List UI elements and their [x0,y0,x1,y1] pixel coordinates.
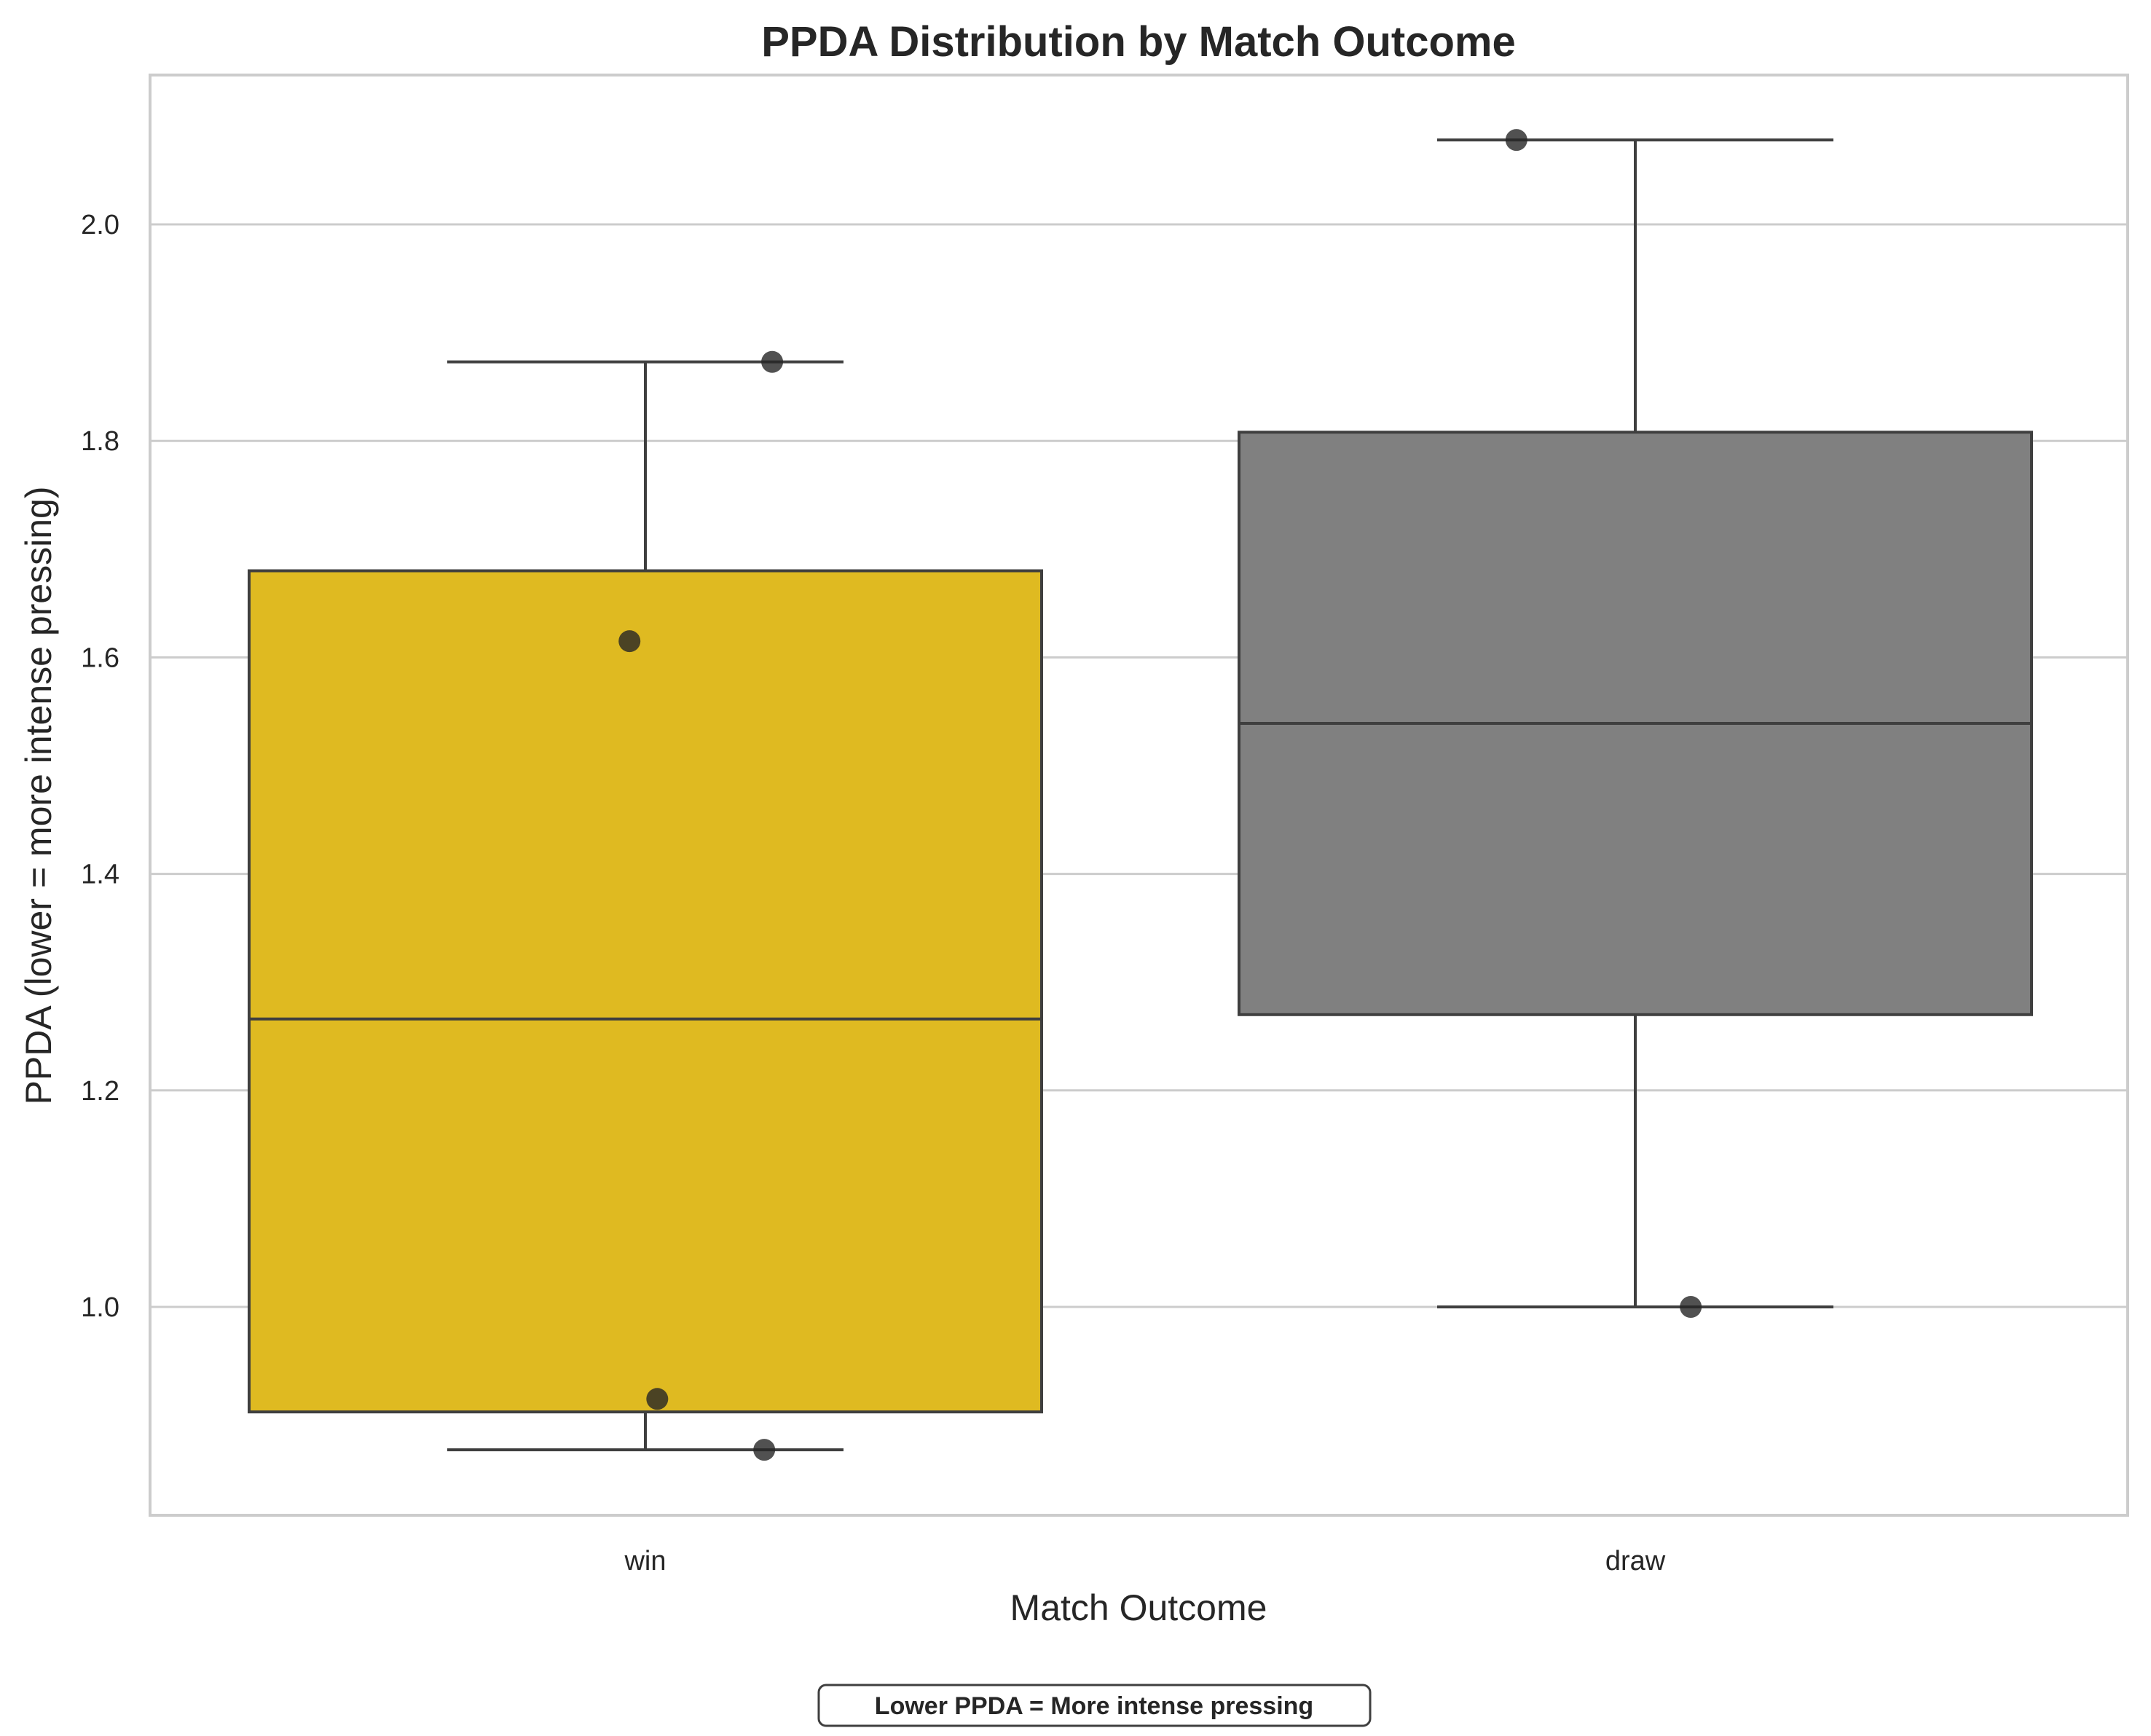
y-tick-labels: 1.0 1.2 1.4 1.6 1.8 2.0 [81,210,119,1323]
x-tick-label: win [624,1546,666,1576]
data-point [1680,1296,1702,1318]
y-tick-label: 1.2 [81,1076,119,1107]
data-point [618,630,641,653]
data-point [753,1439,776,1461]
data-points [618,129,1702,1461]
data-point [646,1388,669,1410]
annotation-box [817,1684,1372,1727]
box-win [248,360,1043,1452]
annotation-text: Lower PPDA = More intense pressing [875,1692,1313,1720]
y-tick-label: 1.8 [81,426,119,457]
x-axis-label: Match Outcome [1010,1587,1267,1628]
x-tick-label: draw [1605,1546,1666,1576]
iqr-box [248,569,1043,1414]
box-draw [1238,138,2033,1308]
data-point [1505,129,1527,152]
boxes [248,138,2033,1452]
y-tick-label: 2.0 [81,210,119,240]
y-tick-label: 1.0 [81,1292,119,1323]
y-tick-label: 1.6 [81,643,119,673]
y-tick-label: 1.4 [81,860,119,890]
y-axis-label: PPDA (lower = more intense pressing) [18,487,59,1105]
x-tick-labels: win draw [624,1546,1665,1576]
chart-title: PPDA Distribution by Match Outcome [761,18,1515,66]
data-point [761,350,784,373]
